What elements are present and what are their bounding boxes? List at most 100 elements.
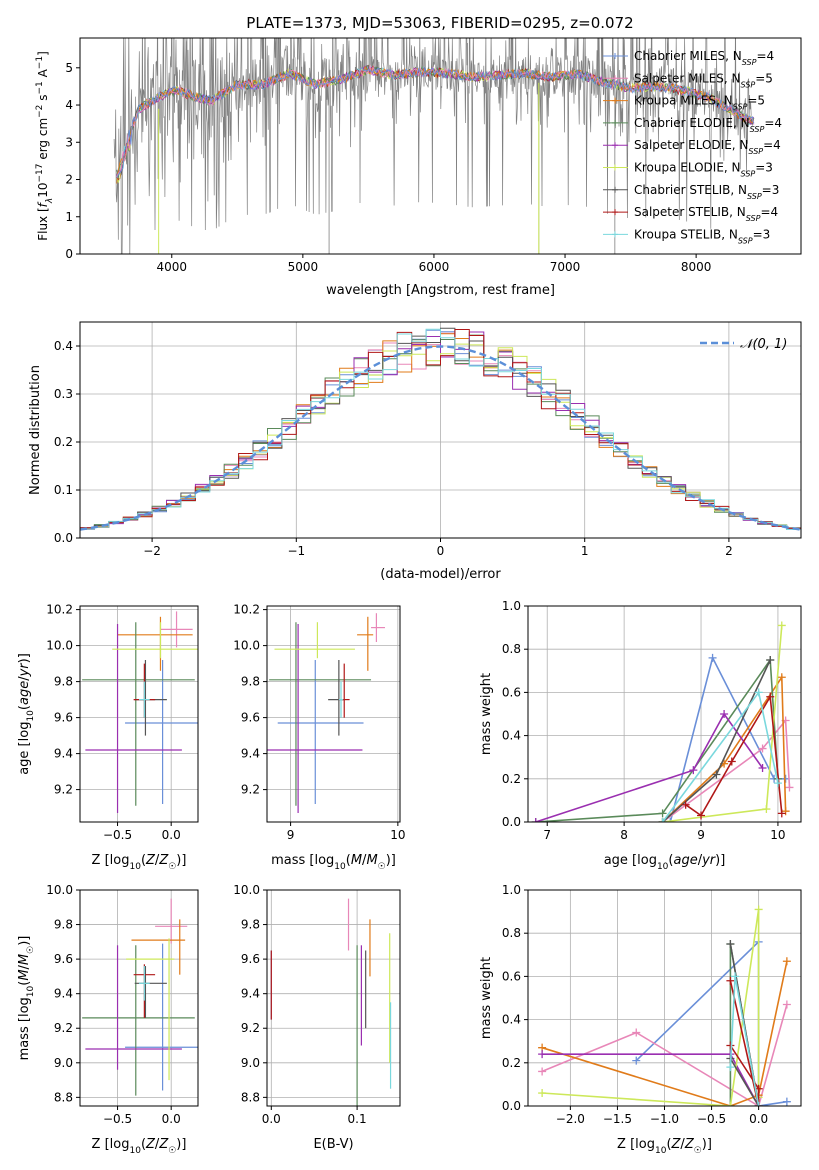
weight-point (726, 1041, 735, 1050)
y-tick-label: 0.4 (54, 339, 73, 353)
legend-label: Salpeter STELIB, NSSP=4 (634, 205, 778, 223)
weight-point (697, 811, 706, 820)
x-tick-label: 5000 (288, 260, 319, 274)
plot-area (528, 606, 801, 822)
axes-frame (79, 889, 199, 1107)
weight-point (754, 688, 763, 697)
legend-marker (612, 209, 618, 216)
weight-point (766, 656, 775, 664)
y-axis-label: mass weight (479, 957, 494, 1039)
x-axis-label: E(B-V) (313, 1137, 353, 1152)
y-tick-label: 0.8 (502, 926, 521, 940)
x-tick-label: −1 (287, 544, 305, 558)
x-tick-label: 0.0 (162, 1112, 181, 1126)
weight-series (531, 710, 767, 822)
error-bar (357, 616, 374, 671)
x-tick-label: 0 (437, 544, 445, 558)
weight-point (726, 1063, 735, 1072)
weight-point (538, 1089, 547, 1098)
weight-point (712, 770, 721, 779)
x-tick-label: 0.1 (348, 1112, 367, 1126)
y-tick-label: 0.3 (54, 387, 73, 401)
weight-point (766, 692, 775, 701)
x-tick-label: 4000 (156, 260, 187, 274)
weight-point (726, 976, 735, 985)
y-tick-label: 0.8 (502, 642, 521, 656)
weight-point (658, 818, 667, 822)
y-axis-label: age [log10(age/yr)] (17, 653, 36, 775)
y-tick-label: 10.2 (233, 603, 260, 617)
weight-line (535, 657, 779, 822)
weight-point (782, 1097, 791, 1106)
y-tick-label: 4 (65, 98, 73, 112)
weight-point (731, 972, 740, 981)
y-tick-label: 9.2 (241, 1021, 260, 1035)
error-bar (126, 938, 175, 1081)
y-tick-label: 10.2 (46, 603, 73, 617)
y-tick-label: 0.2 (502, 772, 521, 786)
x-tick-label: −2.0 (556, 1112, 585, 1126)
x-axis-label: age [log10(age/yr)] (604, 853, 726, 872)
weight-point (726, 1102, 735, 1106)
weight-point (632, 1028, 641, 1037)
error-bar (117, 616, 193, 671)
x-tick-label: −0.5 (697, 1112, 726, 1126)
legend-label: Chabrier MILES, NSSP=4 (634, 49, 774, 67)
model-spectrum (116, 67, 755, 179)
y-tick-label: 1.0 (502, 883, 521, 897)
weight-line (729, 980, 760, 1106)
panel-weight-age: 7 8 9 10 0.0 0.2 0.4 0.6 0.8 1.0 age [log10(age/yr… (479, 599, 802, 872)
x-axis-label: wavelength [Angstrom, rest frame] (326, 283, 555, 298)
weight-point (777, 809, 786, 818)
y-tick-label: 0.2 (54, 435, 73, 449)
weight-line (662, 625, 783, 822)
weight-point (758, 744, 767, 753)
axes-frame (527, 605, 802, 823)
weight-point (777, 621, 786, 630)
weight-line (542, 1053, 760, 1106)
x-tick-label: 7000 (550, 260, 581, 274)
y-tick-label: 0.4 (502, 729, 521, 743)
weight-point (538, 1050, 547, 1059)
y-tick-label: 10.0 (46, 639, 73, 653)
y-tick-label: 10.0 (233, 639, 260, 653)
panel-weight-z: −2.0 −1.5 −1.0 −0.5 0.0 0.0 0.2 0.4 0.6 0.8 1.0 Z [… (479, 883, 802, 1156)
x-tick-label: 9 (287, 828, 295, 842)
error-bar (269, 622, 372, 806)
panel-mass-ebv: 0.0 0.1 8.8 9.0 9.2 9.4 9.6 9.8 10.0 E(B-V) (233, 883, 401, 1152)
x-tick-label: −1.0 (650, 1112, 679, 1126)
residual-histogram (80, 328, 801, 530)
weight-point (754, 905, 763, 914)
error-bar (155, 898, 188, 944)
y-tick-label: 5 (65, 61, 73, 75)
y-tick-label: 0.4 (502, 1013, 521, 1027)
error-bar (82, 945, 195, 1096)
error-bar (125, 943, 198, 1091)
y-tick-label: 0.0 (502, 1099, 521, 1113)
y-tick-label: 0.6 (502, 969, 521, 983)
error-bar (371, 613, 385, 642)
y-tick-label: 9.8 (54, 675, 73, 689)
legend-label: Kroupa MILES, NSSP=5 (634, 94, 765, 112)
legend-marker (612, 97, 618, 104)
y-tick-label: 8.8 (54, 1090, 73, 1104)
y-tick-label: 0.2 (502, 1056, 521, 1070)
y-axis-label: mass [log10(M/M☉)] (17, 936, 36, 1061)
y-tick-label: 9.6 (241, 711, 260, 725)
x-axis-label: Z [log10(Z/Z☉)] (92, 1137, 187, 1156)
weight-point (777, 673, 786, 682)
y-tick-label: 3 (65, 135, 73, 149)
axes-frame (266, 889, 401, 1107)
weight-point (782, 1000, 791, 1009)
y-axis-label: Flux [fλ10−17 erg cm−2 s−1 A−1] (35, 51, 55, 241)
x-tick-label: −1.5 (603, 1112, 632, 1126)
x-axis-label: Z [log10(Z/Z☉)] (92, 853, 187, 872)
y-axis-label: Normed distribution (28, 365, 43, 495)
y-tick-label: 9.8 (54, 918, 73, 932)
plot-area (80, 322, 801, 538)
figure-title: PLATE=1373, MJD=53063, FIBERID=0295, z=0… (246, 14, 633, 32)
x-tick-label: −0.5 (103, 1112, 132, 1126)
residual-histogram (80, 329, 801, 529)
y-tick-label: 9.4 (54, 747, 73, 761)
legend-label: 𝒩(0, 1) (740, 337, 787, 352)
